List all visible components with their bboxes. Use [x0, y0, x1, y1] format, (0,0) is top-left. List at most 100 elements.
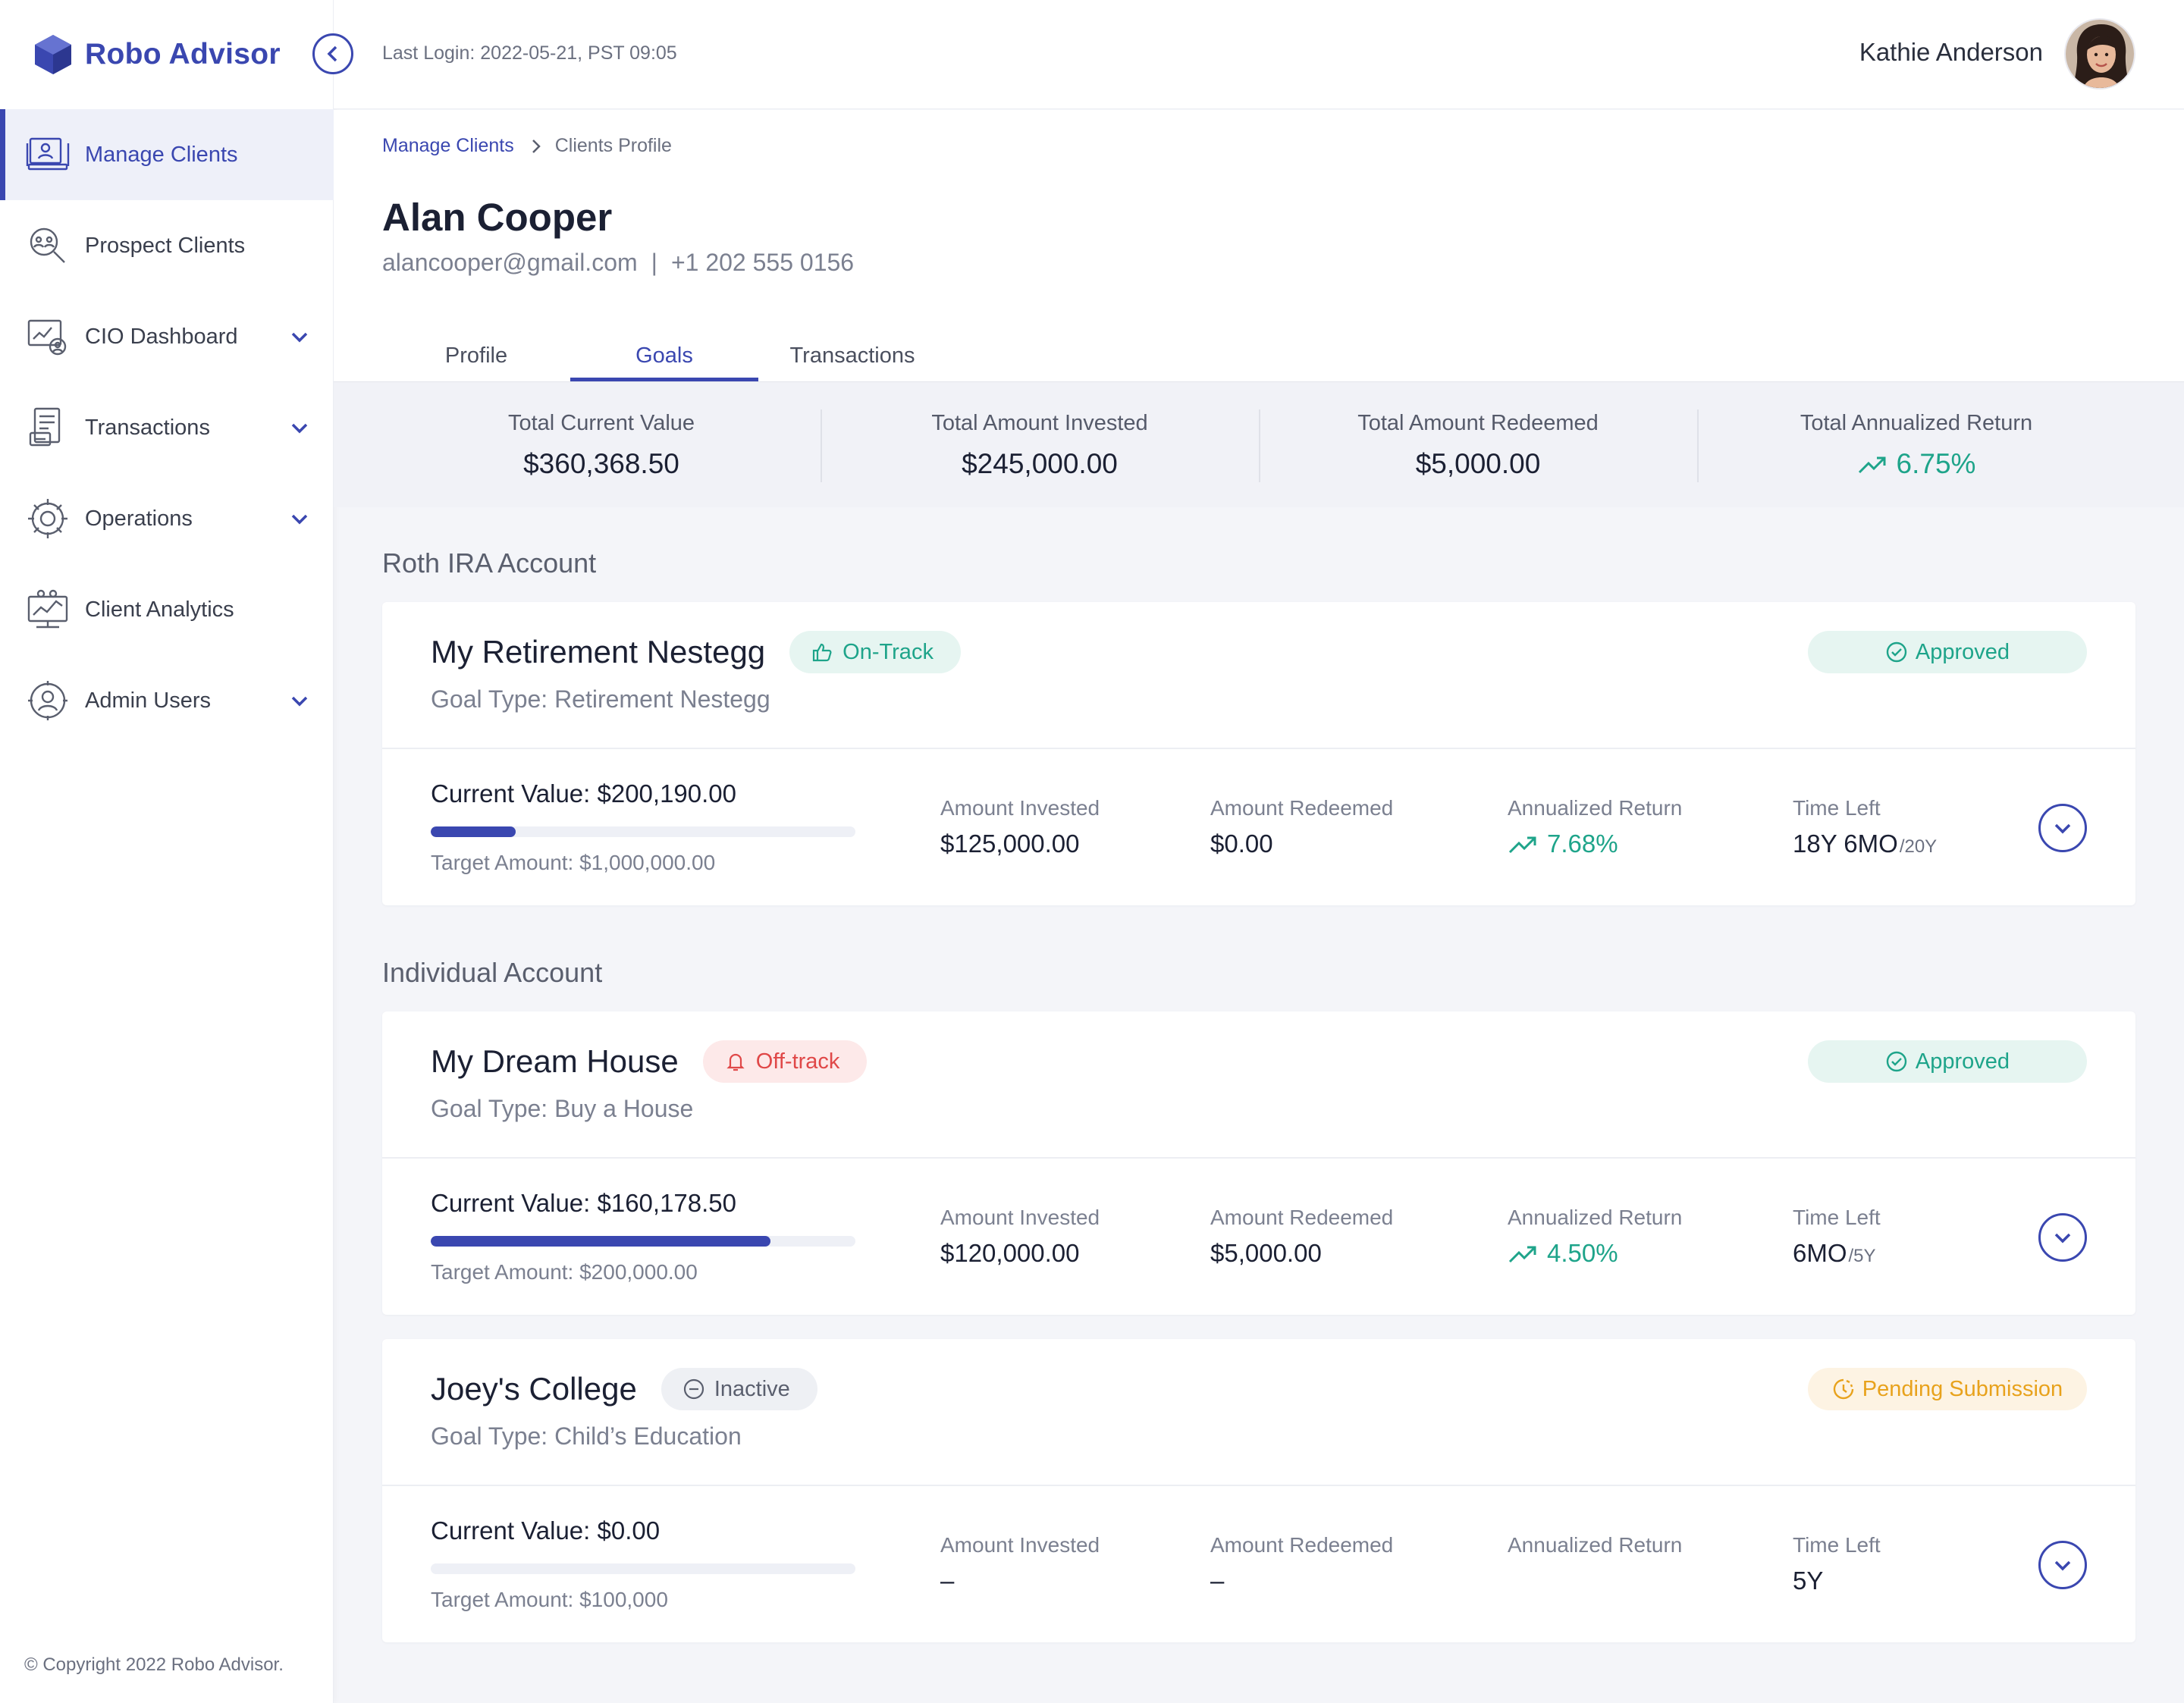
- sidebar-item-label: CIO Dashboard: [85, 324, 238, 349]
- summary-strip: Total Current Value $360,368.50 Total Am…: [334, 381, 2184, 507]
- tab-goals[interactable]: Goals: [570, 330, 758, 381]
- client-email: alancooper@gmail.com: [382, 249, 638, 276]
- track-badge: On-Track: [789, 631, 961, 673]
- sidebar-item-manage-clients[interactable]: Manage Clients: [0, 109, 334, 200]
- sidebar-item-label: Client Analytics: [85, 597, 234, 622]
- collapse-sidebar-button[interactable]: [312, 33, 353, 74]
- tab-transactions[interactable]: Transactions: [789, 343, 915, 368]
- sidebar-item-operations[interactable]: Operations: [0, 473, 334, 564]
- breadcrumb-link-manage-clients[interactable]: Manage Clients: [382, 135, 514, 156]
- stat-value: 4.50%: [1547, 1239, 1618, 1267]
- summary-value: $360,368.50: [523, 448, 679, 479]
- trending-up-icon: [1508, 1246, 1536, 1263]
- stat-time-left: Time Left 6MO/5Y: [1793, 1206, 1881, 1268]
- track-badge-label: On-Track: [843, 639, 934, 664]
- goal-type: Goal Type: Buy a House: [431, 1095, 694, 1122]
- status-badge-label: Pending Submission: [1862, 1376, 2063, 1401]
- current-value: Current Value: $200,190.00: [431, 779, 737, 808]
- sidebar-item-label: Operations: [85, 506, 193, 531]
- goal-type: Goal Type: Retirement Nestegg: [431, 685, 770, 713]
- operations-icon: [28, 499, 67, 538]
- cio-dashboard-icon: [27, 319, 67, 356]
- target-amount: Target Amount: $100,000: [431, 1588, 668, 1611]
- thumbs-up-icon: [813, 643, 832, 662]
- sidebar-item-label: Prospect Clients: [85, 233, 246, 258]
- goal-type: Goal Type: Child’s Education: [431, 1422, 742, 1450]
- current-value: Current Value: $160,178.50: [431, 1189, 737, 1217]
- stat-annualized-return: Annualized Return: [1508, 1533, 1682, 1567]
- expand-goal-button[interactable]: [2038, 1541, 2087, 1589]
- expand-goal-button[interactable]: [2038, 1213, 2087, 1262]
- transactions-icon: [29, 407, 61, 447]
- topbar: Last Login: 2022-05-21, PST 09:05 Kathie…: [334, 0, 2184, 109]
- chevron-right-icon: [532, 139, 541, 153]
- prospect-clients-icon: [30, 227, 65, 263]
- user-name[interactable]: Kathie Anderson: [1859, 38, 2043, 66]
- sidebar-item-admin-users[interactable]: Admin Users: [0, 655, 334, 746]
- status-badge: Approved: [1808, 1040, 2087, 1083]
- user-avatar-icon: [2066, 20, 2134, 88]
- tabs: Profile Goals Transactions: [382, 330, 946, 381]
- stat-amount-invested: Amount Invested $125,000.00: [940, 796, 1100, 858]
- current-value: Current Value: $0.00: [431, 1516, 661, 1545]
- sidebar-item-prospect-clients[interactable]: Prospect Clients: [0, 200, 334, 291]
- stat-label: Amount Redeemed: [1210, 796, 1394, 820]
- avatar[interactable]: [2064, 18, 2135, 89]
- stat-amount-invested: Amount Invested $120,000.00: [940, 1206, 1100, 1268]
- goal-progress-bar: [431, 1563, 855, 1574]
- stat-value: –: [940, 1567, 955, 1595]
- chevron-down-icon: [2054, 823, 2071, 834]
- tab-profile[interactable]: Profile: [444, 343, 508, 368]
- stat-label: Amount Invested: [940, 1206, 1100, 1229]
- client-phone: +1 202 555 0156: [670, 249, 855, 276]
- chevron-down-icon: [291, 423, 308, 434]
- goal-card-dream-house: My Dream House Off-track Goal Type: Buy …: [382, 1011, 2135, 1315]
- goal-progress-bar: [431, 1236, 855, 1247]
- stat-time-value: 6MO/5Y: [1793, 1239, 1881, 1268]
- sidebar-item-client-analytics[interactable]: Client Analytics: [0, 564, 334, 655]
- sidebar-item-label: Transactions: [85, 415, 210, 440]
- chevron-down-icon: [291, 696, 308, 707]
- stat-amount-redeemed: Amount Redeemed $5,000.00: [1210, 1206, 1393, 1268]
- goal-card-details: Current Value: $200,190.00 Target Amount…: [382, 749, 2135, 905]
- sidebar-nav: Manage Clients Prospect Clients CIO Dash…: [0, 109, 334, 746]
- goal-name[interactable]: My Retirement Nestegg: [431, 634, 766, 670]
- goal-progress-bar: [431, 826, 855, 837]
- sidebar-item-transactions[interactable]: Transactions: [0, 382, 334, 473]
- stat-label: Time Left: [1793, 796, 1881, 820]
- minus-circle-icon: [683, 1378, 704, 1400]
- admin-users-icon: [28, 681, 67, 720]
- summary-annualized-return: Total Annualized Return 6.75%: [1697, 382, 2135, 507]
- stat-label: Amount Invested: [940, 1533, 1100, 1557]
- goal-card-college: Joey's College Inactive Goal Type: Child…: [382, 1339, 2135, 1642]
- summary-value: $245,000.00: [962, 448, 1118, 479]
- time-total: /20Y: [1899, 836, 1938, 857]
- stat-value: $5,000.00: [1210, 1239, 1322, 1267]
- time-left: 5Y: [1793, 1567, 1824, 1595]
- track-badge: Off-track: [702, 1040, 868, 1083]
- summary-label: Total Amount Invested: [931, 411, 1148, 435]
- client-header: Manage Clients Clients Profile Alan Coop…: [334, 110, 2184, 381]
- expand-goal-button[interactable]: [2038, 804, 2087, 852]
- goal-name[interactable]: My Dream House: [431, 1043, 679, 1079]
- track-badge: Inactive: [661, 1368, 817, 1410]
- summary-label: Total Annualized Return: [1800, 411, 2033, 435]
- pending-clock-icon: [1833, 1378, 1853, 1400]
- stat-value: $125,000.00: [940, 830, 1080, 858]
- goal-card-retirement: My Retirement Nestegg On-Track Goal Type…: [382, 602, 2135, 905]
- goal-title-row: Joey's College Inactive: [431, 1368, 817, 1410]
- summary-label: Total Current Value: [507, 411, 695, 435]
- goal-card-details: Current Value: $160,178.50 Target Amount…: [382, 1159, 2135, 1315]
- goal-name[interactable]: Joey's College: [431, 1371, 637, 1407]
- status-badge-label: Approved: [1915, 639, 2010, 664]
- stat-label: Time Left: [1793, 1533, 1881, 1557]
- goal-title-row: My Dream House Off-track: [431, 1040, 868, 1083]
- sidebar-item-label: Admin Users: [85, 688, 211, 713]
- sidebar-item-cio-dashboard[interactable]: CIO Dashboard: [0, 291, 334, 382]
- brand[interactable]: Robo Advisor: [33, 32, 281, 77]
- summary-value: $5,000.00: [1415, 448, 1541, 479]
- stat-amount-invested: Amount Invested –: [940, 1533, 1100, 1595]
- contact-separator: |: [651, 249, 657, 276]
- robo-advisor-logo-icon: [35, 35, 71, 74]
- stat-time-value: 5Y: [1793, 1567, 1881, 1595]
